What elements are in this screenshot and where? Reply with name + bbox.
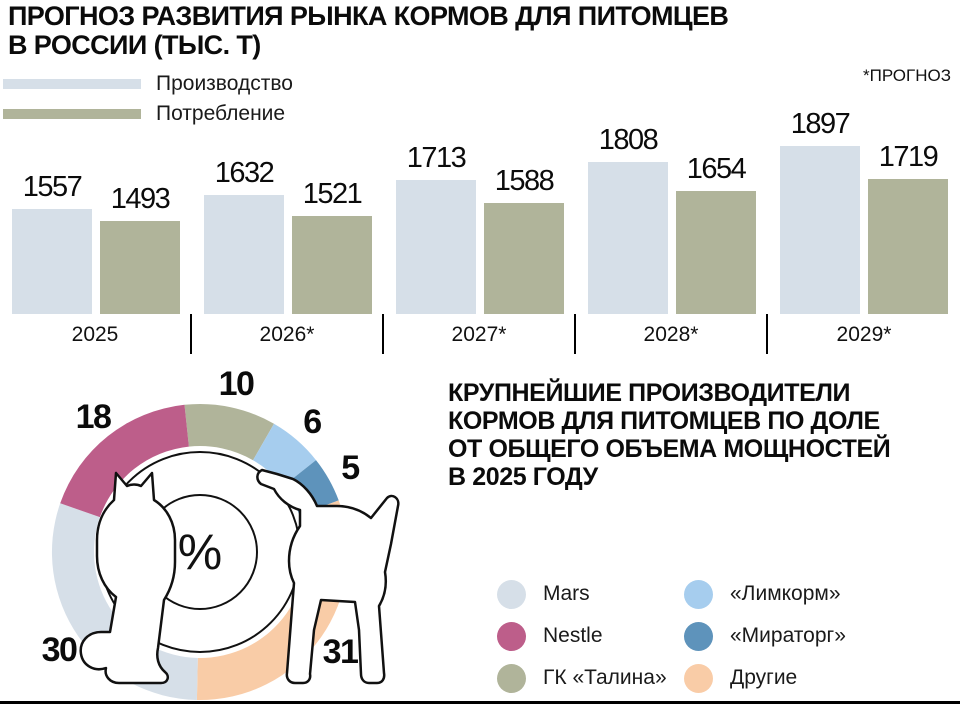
producers-title-line1: КРУПНЕЙШИЕ ПРОИЗВОДИТЕЛИ (448, 379, 851, 407)
donut-legend-item: ГК «Талина» (497, 657, 684, 699)
bar-group-2028*: 1808 1654 (576, 124, 768, 314)
legend-item-1: Потребление (3, 99, 293, 129)
bar-value-label: 1654 (686, 153, 747, 185)
pie-value-3: 31 (323, 633, 358, 671)
legend-label-1: Потребление (156, 102, 286, 125)
bar-value-label: 1897 (790, 108, 851, 140)
pie-slice-4 (51, 503, 198, 700)
page-title: ПРОГНОЗ РАЗВИТИЯ РЫНКА КОРМОВ ДЛЯ ПИТОМЦ… (8, 1, 729, 60)
bar-group-2029*: 1897 1719 (768, 108, 960, 314)
legend-swatch-0 (3, 79, 141, 89)
donut-legend-dot (497, 579, 526, 609)
bar-value-label: 1557 (22, 171, 83, 203)
bar-value-label: 1588 (494, 165, 555, 197)
year-label-2028*: 2028* (576, 314, 768, 354)
donut-legend-label: Mars (543, 582, 590, 605)
legend-label-0: Производство (156, 72, 293, 95)
donut-legend-col-0: Mars Nestle ГК «Талина» (497, 573, 684, 699)
donut-chart: % 10 65 31 30 18 (42, 365, 400, 701)
bar-Производство-2029*: 1897 (780, 108, 860, 314)
bar-chart-legend: Производство Потребление (3, 69, 293, 129)
donut-legend-item: «Лимкорм» (684, 573, 846, 615)
bar-Производство-2025: 1557 (12, 171, 92, 314)
legend-swatch-1 (3, 109, 141, 119)
year-label-2027*: 2027* (384, 314, 576, 354)
bar-Производство-2027*: 1713 (396, 142, 476, 314)
producers-title-line2: КОРМОВ ДЛЯ ПИТОМЦЕВ ПО ДОЛЕ (448, 407, 880, 435)
donut-legend-item: Другие (684, 657, 846, 699)
donut-legend-label: ГК «Талина» (543, 666, 667, 689)
bar-Производство-2028*: 1808 (588, 124, 668, 314)
dog-silhouette (256, 468, 400, 685)
producers-title-line4: В 2025 ГОДУ (448, 463, 598, 491)
donut-legend-dot (684, 663, 713, 693)
bar-Потребление-2026*: 1521 (292, 178, 372, 314)
bar-value-label: 1632 (214, 157, 275, 189)
legend-item-0: Производство (3, 69, 293, 99)
donut-legend-dot (497, 663, 526, 693)
pie-slice-0 (184, 403, 274, 461)
donut-legend-col-1: «Лимкорм» «Мираторг» Другие (684, 573, 846, 699)
donut-legend-dot (684, 579, 713, 609)
page-title-line2: В РОССИИ (ТЫС. Т) (8, 30, 261, 60)
pie-value-4: 30 (42, 631, 77, 669)
producers-title: КРУПНЕЙШИЕ ПРОИЗВОДИТЕЛИ КОРМОВ ДЛЯ ПИТО… (448, 379, 891, 491)
bar-value-label: 1719 (878, 141, 939, 173)
bar-chart-x-axis: 2025 2026* 2027* 2028* 2029* (0, 314, 960, 354)
bar-Производство-2026*: 1632 (204, 157, 284, 314)
bar-chart: 1557 1493 1632 1521 1713 1588 1808 1654 1897 1719 (0, 106, 960, 314)
donut-center-percent-label: % (178, 524, 222, 580)
donut-legend-item: «Мираторг» (684, 615, 846, 657)
bar-value-label: 1713 (406, 142, 467, 174)
year-label-2026*: 2026* (192, 314, 384, 354)
cat-silhouette (79, 471, 177, 685)
bar-group-2027*: 1713 1588 (384, 142, 576, 314)
pie-value-2: 5 (341, 449, 359, 487)
bar-group-2025: 1557 1493 (0, 171, 192, 314)
donut-legend-dot (684, 621, 713, 651)
bar-Потребление-2027*: 1588 (484, 165, 564, 314)
forecast-note: *ПРОГНОЗ (863, 66, 951, 85)
bar-Потребление-2025: 1493 (100, 183, 180, 314)
pie-value-5: 18 (76, 398, 111, 436)
donut-value-labels: 10 65 31 30 18 (42, 365, 361, 671)
donut-legend-label: Nestle (543, 624, 603, 647)
bar-Потребление-2028*: 1654 (676, 153, 756, 314)
pie-value-0: 10 (219, 365, 254, 403)
bar-value-label: 1808 (598, 124, 659, 156)
bar-value-label: 1493 (110, 183, 171, 215)
donut-legend-item: Mars (497, 573, 684, 615)
donut-legend-label: «Мираторг» (730, 624, 846, 647)
donut-legend-label: Другие (730, 666, 798, 689)
year-label-2029*: 2029* (836, 323, 892, 346)
pie-value-1: 6 (303, 403, 321, 441)
producers-title-line3: ОТ ОБЩЕГО ОБЪЕМА МОЩНОСТЕЙ (448, 435, 891, 463)
bar-Потребление-2029*: 1719 (868, 141, 948, 314)
donut-legend: Mars Nestle ГК «Талина» «Лимкорм» «Мираторг»… (497, 573, 846, 699)
page-title-line1: ПРОГНОЗ РАЗВИТИЯ РЫНКА КОРМОВ ДЛЯ ПИТОМЦ… (8, 1, 729, 31)
year-label-2025: 2025 (0, 314, 192, 354)
donut-legend-label: «Лимкорм» (730, 582, 841, 605)
bar-group-2026*: 1632 1521 (192, 157, 384, 314)
donut-legend-dot (497, 621, 526, 651)
pie-slice-5 (60, 404, 189, 518)
donut-legend-item: Nestle (497, 615, 684, 657)
bar-value-label: 1521 (302, 178, 363, 210)
